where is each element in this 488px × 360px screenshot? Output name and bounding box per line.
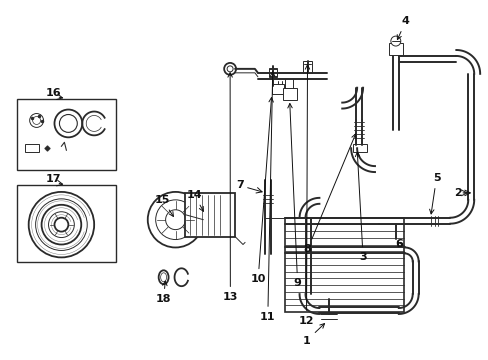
Text: 13: 13 (222, 73, 238, 302)
Bar (17, 99, 116, 170)
Text: 4: 4 (396, 16, 409, 40)
Text: 15: 15 (155, 195, 173, 216)
Bar (17, 185, 116, 262)
Bar (282, 88, 296, 100)
Text: 10: 10 (250, 98, 273, 284)
Circle shape (147, 192, 203, 247)
Bar (388, 43, 402, 55)
Text: 7: 7 (236, 180, 244, 190)
Bar (185, 193, 235, 237)
Bar (284, 218, 403, 312)
Text: 3: 3 (355, 152, 366, 262)
Text: 1: 1 (302, 324, 324, 346)
Bar (268, 68, 276, 77)
Circle shape (390, 36, 400, 46)
Bar (352, 144, 366, 152)
Bar (271, 84, 283, 94)
Text: 12: 12 (298, 65, 314, 326)
Circle shape (224, 63, 236, 75)
Text: 16: 16 (45, 88, 61, 98)
Text: 17: 17 (46, 174, 61, 184)
Text: 5: 5 (429, 173, 439, 214)
Bar (302, 61, 312, 73)
Text: 18: 18 (156, 281, 171, 304)
Text: 14: 14 (186, 190, 203, 211)
Text: 11: 11 (260, 72, 275, 322)
Text: 2: 2 (453, 188, 461, 198)
Text: 9: 9 (287, 103, 301, 288)
Text: 6: 6 (394, 239, 402, 248)
Text: 8: 8 (303, 134, 355, 255)
Bar (25, 144, 39, 152)
Bar (391, 239, 401, 247)
